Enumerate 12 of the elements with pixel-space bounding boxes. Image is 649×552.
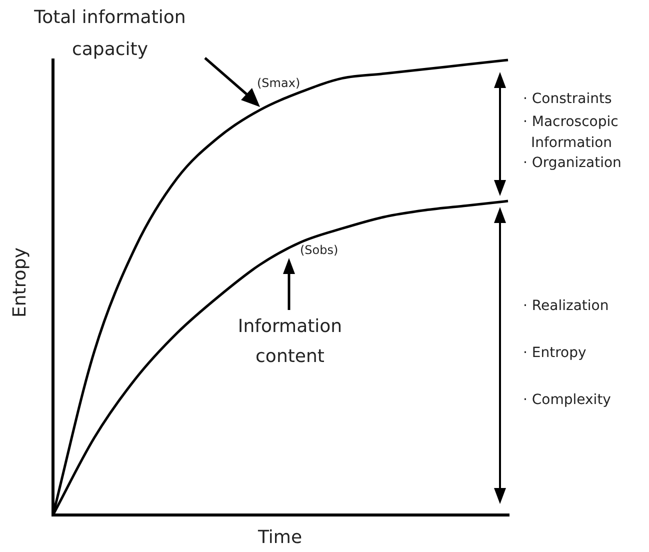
text: · Complexity xyxy=(523,392,611,408)
annotation: Information content xyxy=(236,315,344,369)
text: · Entropy xyxy=(523,345,586,361)
annotation: (Sobs) xyxy=(300,243,338,257)
text: · Macroscopic Information xyxy=(523,113,620,153)
text: · Realization xyxy=(523,298,609,314)
text: · Organization xyxy=(523,155,622,171)
text: · Constraints xyxy=(523,91,612,107)
y-axis-title: Entropy xyxy=(10,246,30,320)
x-axis-title: Time xyxy=(256,527,304,548)
annotation: (Smax) xyxy=(257,76,300,90)
annotation: Total information capacity xyxy=(33,6,187,62)
